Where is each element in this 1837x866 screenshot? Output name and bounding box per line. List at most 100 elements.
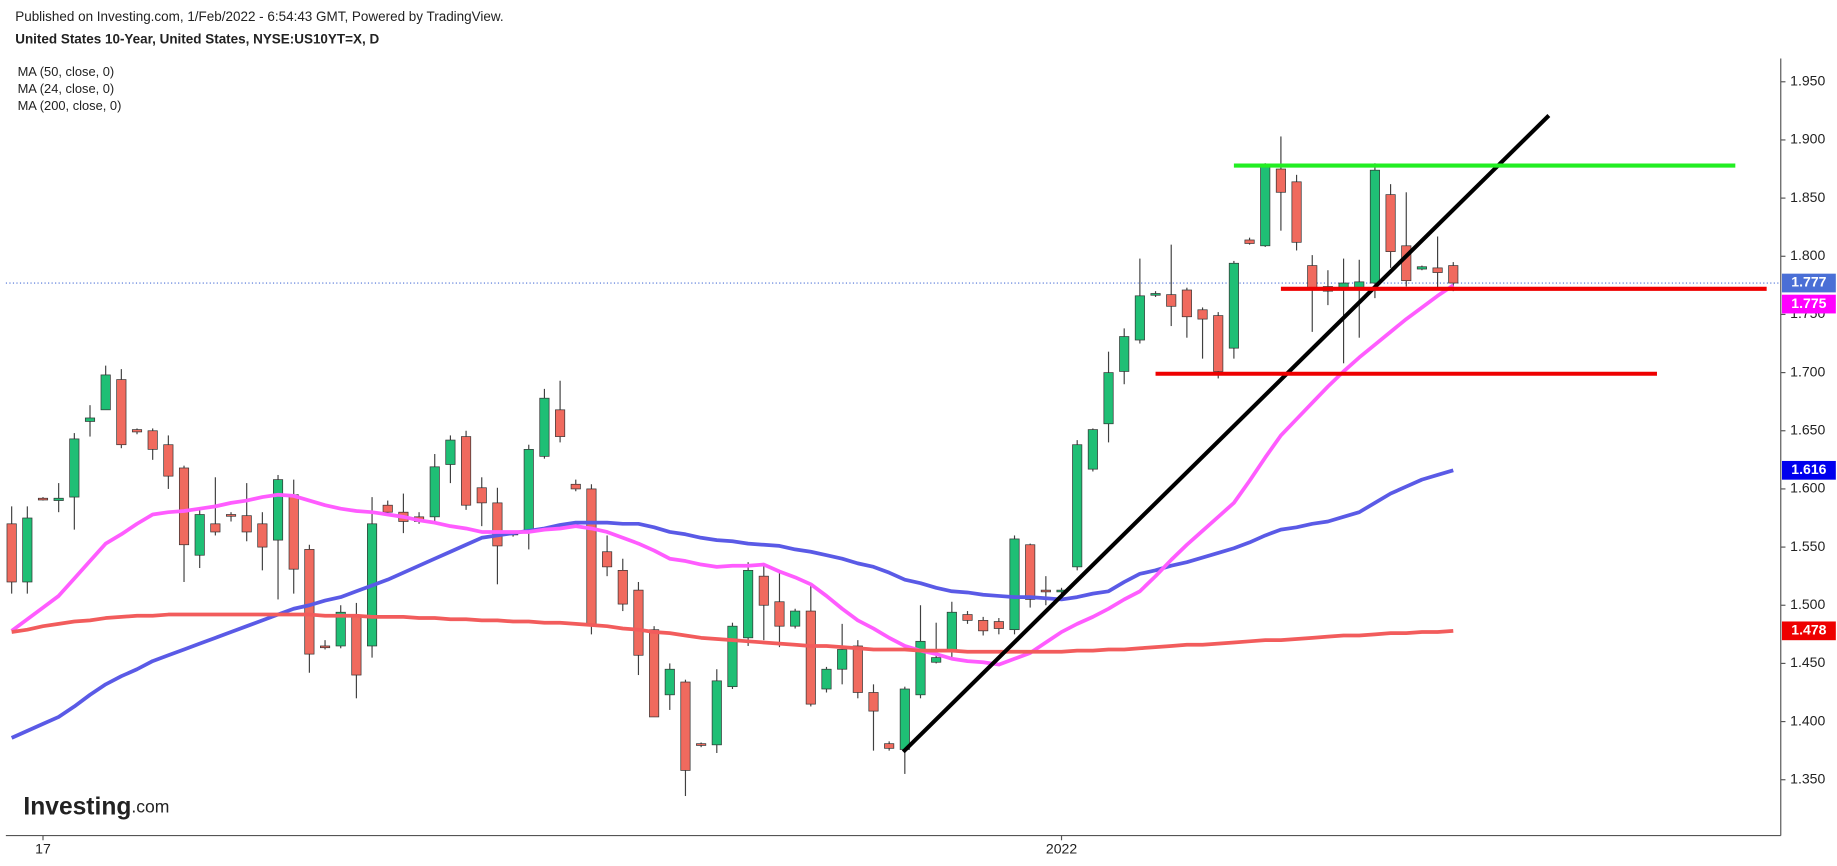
candle-body [993, 621, 1004, 629]
candle-body [711, 680, 722, 746]
candle-body [617, 569, 628, 605]
candle-body [1166, 294, 1177, 307]
candle-body [884, 743, 895, 749]
candle-body [429, 466, 440, 518]
logo-brand: Investing [23, 793, 131, 820]
candle-body [1275, 168, 1286, 193]
candle-body [194, 514, 205, 556]
candle-body [241, 515, 252, 533]
candle-body [915, 640, 926, 696]
candle-body [555, 409, 566, 437]
candle-body [570, 483, 581, 490]
trendline [901, 114, 1551, 754]
candle-body [1291, 181, 1302, 243]
candle-body [1197, 309, 1208, 320]
candle-body [273, 479, 284, 541]
candle-body [1150, 293, 1161, 296]
candle-body [1025, 544, 1036, 600]
candle-body [257, 523, 268, 548]
candle-body [147, 430, 158, 450]
candle-body [633, 589, 644, 656]
candle-body [1103, 372, 1114, 425]
candle-body [962, 614, 973, 621]
y-tick-label: 1.850 [1790, 189, 1825, 205]
candle-body [1134, 295, 1145, 341]
legend-entry: MA (24, close, 0) [18, 81, 115, 96]
candle-body [696, 743, 707, 746]
symbol-title: United States 10-Year, United States, NY… [15, 31, 379, 46]
legend-entry: MA (200, close, 0) [18, 98, 122, 113]
candle-body [821, 668, 832, 690]
candle-body [1228, 262, 1239, 349]
candle-body [445, 439, 456, 465]
candle-body [790, 610, 801, 627]
price-label: 1.777 [1791, 274, 1826, 290]
price-label-box [1781, 294, 1836, 314]
candle-body [1385, 194, 1396, 252]
y-tick-label: 1.650 [1790, 421, 1825, 437]
price-label: 1.478 [1791, 622, 1826, 638]
candle-body [1213, 315, 1224, 372]
candle-body [131, 429, 143, 433]
candle-body [335, 611, 346, 647]
candle-body [1307, 265, 1318, 290]
price-label-box [1781, 460, 1836, 480]
logo: Investing.com [23, 793, 169, 820]
candle-body [978, 620, 989, 632]
candle-body [539, 397, 550, 457]
price-label: 1.616 [1791, 461, 1826, 477]
candle-body [852, 645, 863, 693]
ma-line [11, 612, 1454, 654]
candle-body [492, 502, 503, 547]
candle-body [931, 657, 942, 663]
y-tick-label: 1.500 [1790, 596, 1825, 612]
candle-body [899, 688, 910, 750]
candle-body [304, 549, 315, 655]
candle-body [758, 575, 769, 606]
candle-body [602, 551, 613, 568]
price-label-box [1781, 273, 1836, 293]
candle-body [116, 379, 127, 446]
candle-body [461, 436, 472, 506]
candle-body [586, 488, 597, 626]
candle-body [288, 494, 299, 570]
logo-suffix: .com [131, 796, 169, 816]
price-label: 1.775 [1791, 295, 1826, 311]
candle-body [805, 610, 816, 705]
candle-body [69, 438, 80, 498]
candle-body [100, 374, 111, 411]
ma-line [10, 283, 1455, 667]
candle-body [37, 497, 49, 501]
candle-body [210, 523, 221, 533]
candle-body [523, 449, 534, 533]
candle-body [743, 569, 754, 639]
y-tick-label: 1.600 [1790, 480, 1825, 496]
candle-body [163, 444, 174, 477]
y-tick-label: 1.350 [1790, 770, 1825, 786]
candle-body [837, 649, 848, 670]
candle-body [1009, 538, 1020, 631]
candle-body [53, 497, 64, 501]
candle-body [1369, 169, 1380, 284]
y-tick-label: 1.800 [1790, 247, 1825, 263]
candle-body [22, 517, 33, 583]
y-tick-label: 1.400 [1790, 712, 1825, 728]
candle-body [868, 692, 879, 712]
ma-line [10, 468, 1454, 740]
candle-body [727, 625, 738, 688]
y-tick-label: 1.450 [1790, 654, 1825, 670]
candle-body [680, 681, 691, 771]
candle-body [1416, 266, 1427, 270]
candle-body [476, 487, 487, 504]
candle-body [84, 417, 96, 422]
candle-body [178, 467, 190, 546]
candle-body [1087, 429, 1098, 470]
candle-body [382, 504, 393, 513]
y-tick-label: 1.700 [1790, 363, 1825, 379]
candle-body [6, 523, 17, 583]
y-tick-label: 1.550 [1790, 538, 1825, 554]
candle-body [1432, 267, 1443, 273]
y-tick-label: 1.900 [1790, 131, 1825, 147]
